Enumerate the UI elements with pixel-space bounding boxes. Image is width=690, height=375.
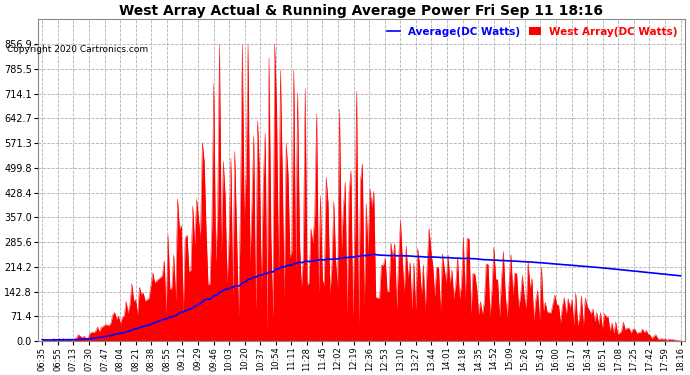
Title: West Array Actual & Running Average Power Fri Sep 11 18:16: West Array Actual & Running Average Powe…	[119, 4, 603, 18]
Text: Copyright 2020 Cartronics.com: Copyright 2020 Cartronics.com	[7, 45, 148, 54]
Legend: Average(DC Watts), West Array(DC Watts): Average(DC Watts), West Array(DC Watts)	[385, 24, 680, 39]
